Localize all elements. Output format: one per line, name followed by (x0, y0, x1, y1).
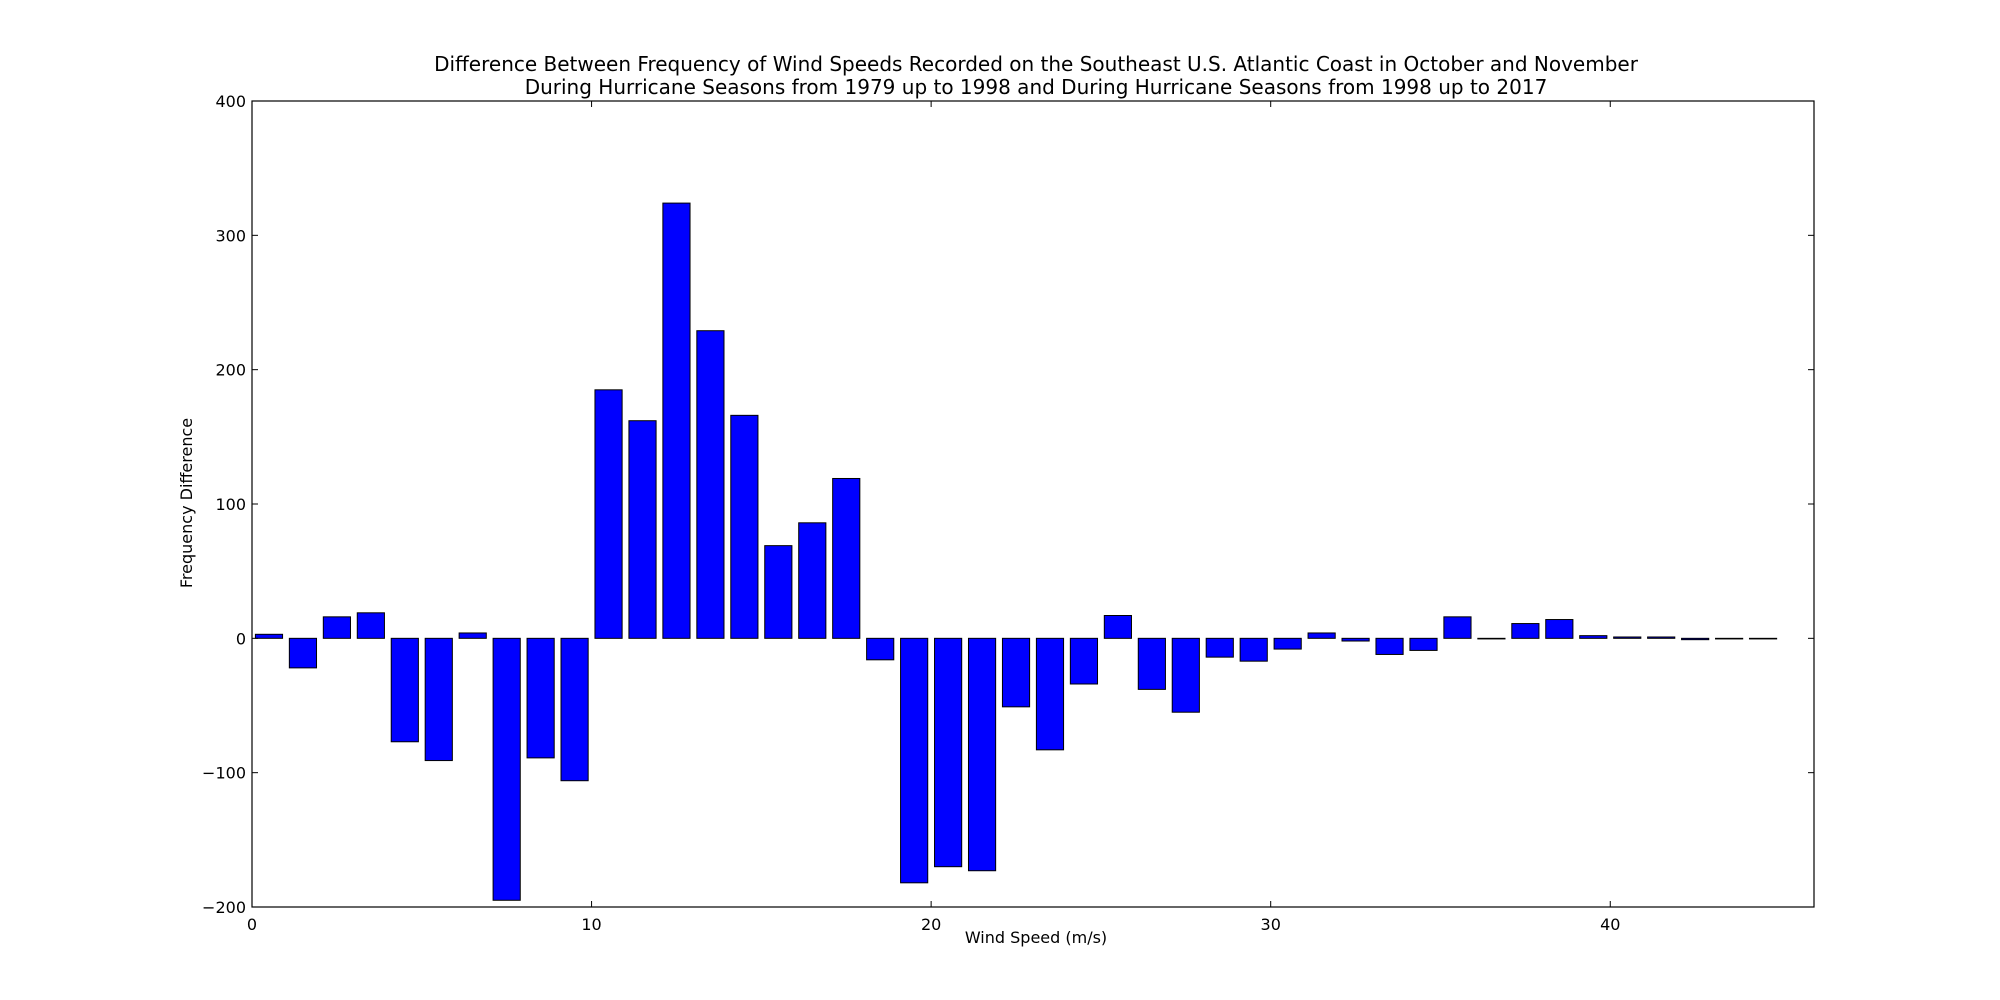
bar-15 (764, 545, 793, 639)
bar-4 (390, 637, 419, 743)
bar-22 (1001, 637, 1031, 708)
bar-42 (1681, 637, 1710, 641)
chart-title-line-1: Difference Between Frequency of Wind Spe… (434, 52, 1639, 76)
y-tick-label-300: 300 (215, 226, 246, 245)
bar-25 (1103, 615, 1132, 639)
y-tick-label--200: −200 (202, 898, 246, 917)
bar-39 (1579, 635, 1608, 639)
bar-43 (1715, 637, 1744, 640)
bar-20 (934, 637, 963, 868)
bar-10 (594, 389, 623, 639)
bar-12 (662, 202, 691, 639)
bar-6 (458, 632, 487, 639)
bar-7 (492, 637, 521, 901)
x-tick-label-30: 30 (1261, 915, 1281, 934)
bar-26 (1137, 637, 1166, 690)
bar-1 (288, 637, 318, 669)
x-tick-label-10: 10 (581, 915, 601, 934)
x-axis-label: Wind Speed (m/s) (965, 928, 1107, 947)
bar-16 (798, 522, 827, 639)
x-tick-label-0: 0 (247, 915, 257, 934)
bar-5 (424, 637, 453, 762)
bar-0 (254, 633, 284, 639)
bar-23 (1035, 637, 1065, 751)
bar-14 (730, 414, 759, 639)
bars-group (254, 202, 1778, 901)
bar-11 (628, 420, 657, 639)
bar-33 (1375, 637, 1404, 655)
chart-title-line-2: During Hurricane Seasons from 1979 up to… (525, 75, 1548, 99)
bar-28 (1205, 637, 1234, 658)
x-tick-label-40: 40 (1600, 915, 1620, 934)
bar-32 (1341, 637, 1370, 642)
bar-40 (1613, 636, 1642, 639)
bar-38 (1545, 619, 1574, 639)
bar-29 (1239, 637, 1268, 662)
bar-3 (356, 612, 385, 639)
y-tick-label-100: 100 (215, 495, 246, 514)
bar-37 (1511, 623, 1540, 639)
bar-9 (560, 637, 589, 782)
y-tick-label-400: 400 (215, 92, 246, 111)
y-tick-label-0: 0 (236, 629, 246, 648)
plot-frame (251, 100, 1815, 908)
bar-24 (1069, 637, 1099, 685)
y-axis-label: Frequency Difference (177, 418, 196, 588)
bar-36 (1477, 637, 1506, 640)
bar-31 (1307, 632, 1336, 639)
x-tick-label-20: 20 (921, 915, 941, 934)
bar-18 (866, 637, 895, 661)
bar-13 (696, 330, 725, 639)
bar-17 (832, 477, 861, 639)
bar-8 (526, 637, 555, 759)
bar-21 (967, 637, 997, 872)
bar-34 (1409, 637, 1438, 651)
y-tick-label--100: −100 (202, 764, 246, 783)
bar-27 (1171, 637, 1200, 713)
bar-30 (1273, 637, 1302, 650)
bar-19 (900, 637, 929, 884)
bar-35 (1443, 616, 1472, 639)
ticks-group: 0 10 20 30 40 −200 −100 0 100 200 300 400 (202, 92, 1814, 934)
y-tick-label-200: 200 (215, 361, 246, 380)
bar-44 (1748, 637, 1778, 640)
bar-41 (1647, 636, 1676, 639)
bar-2 (322, 616, 351, 639)
